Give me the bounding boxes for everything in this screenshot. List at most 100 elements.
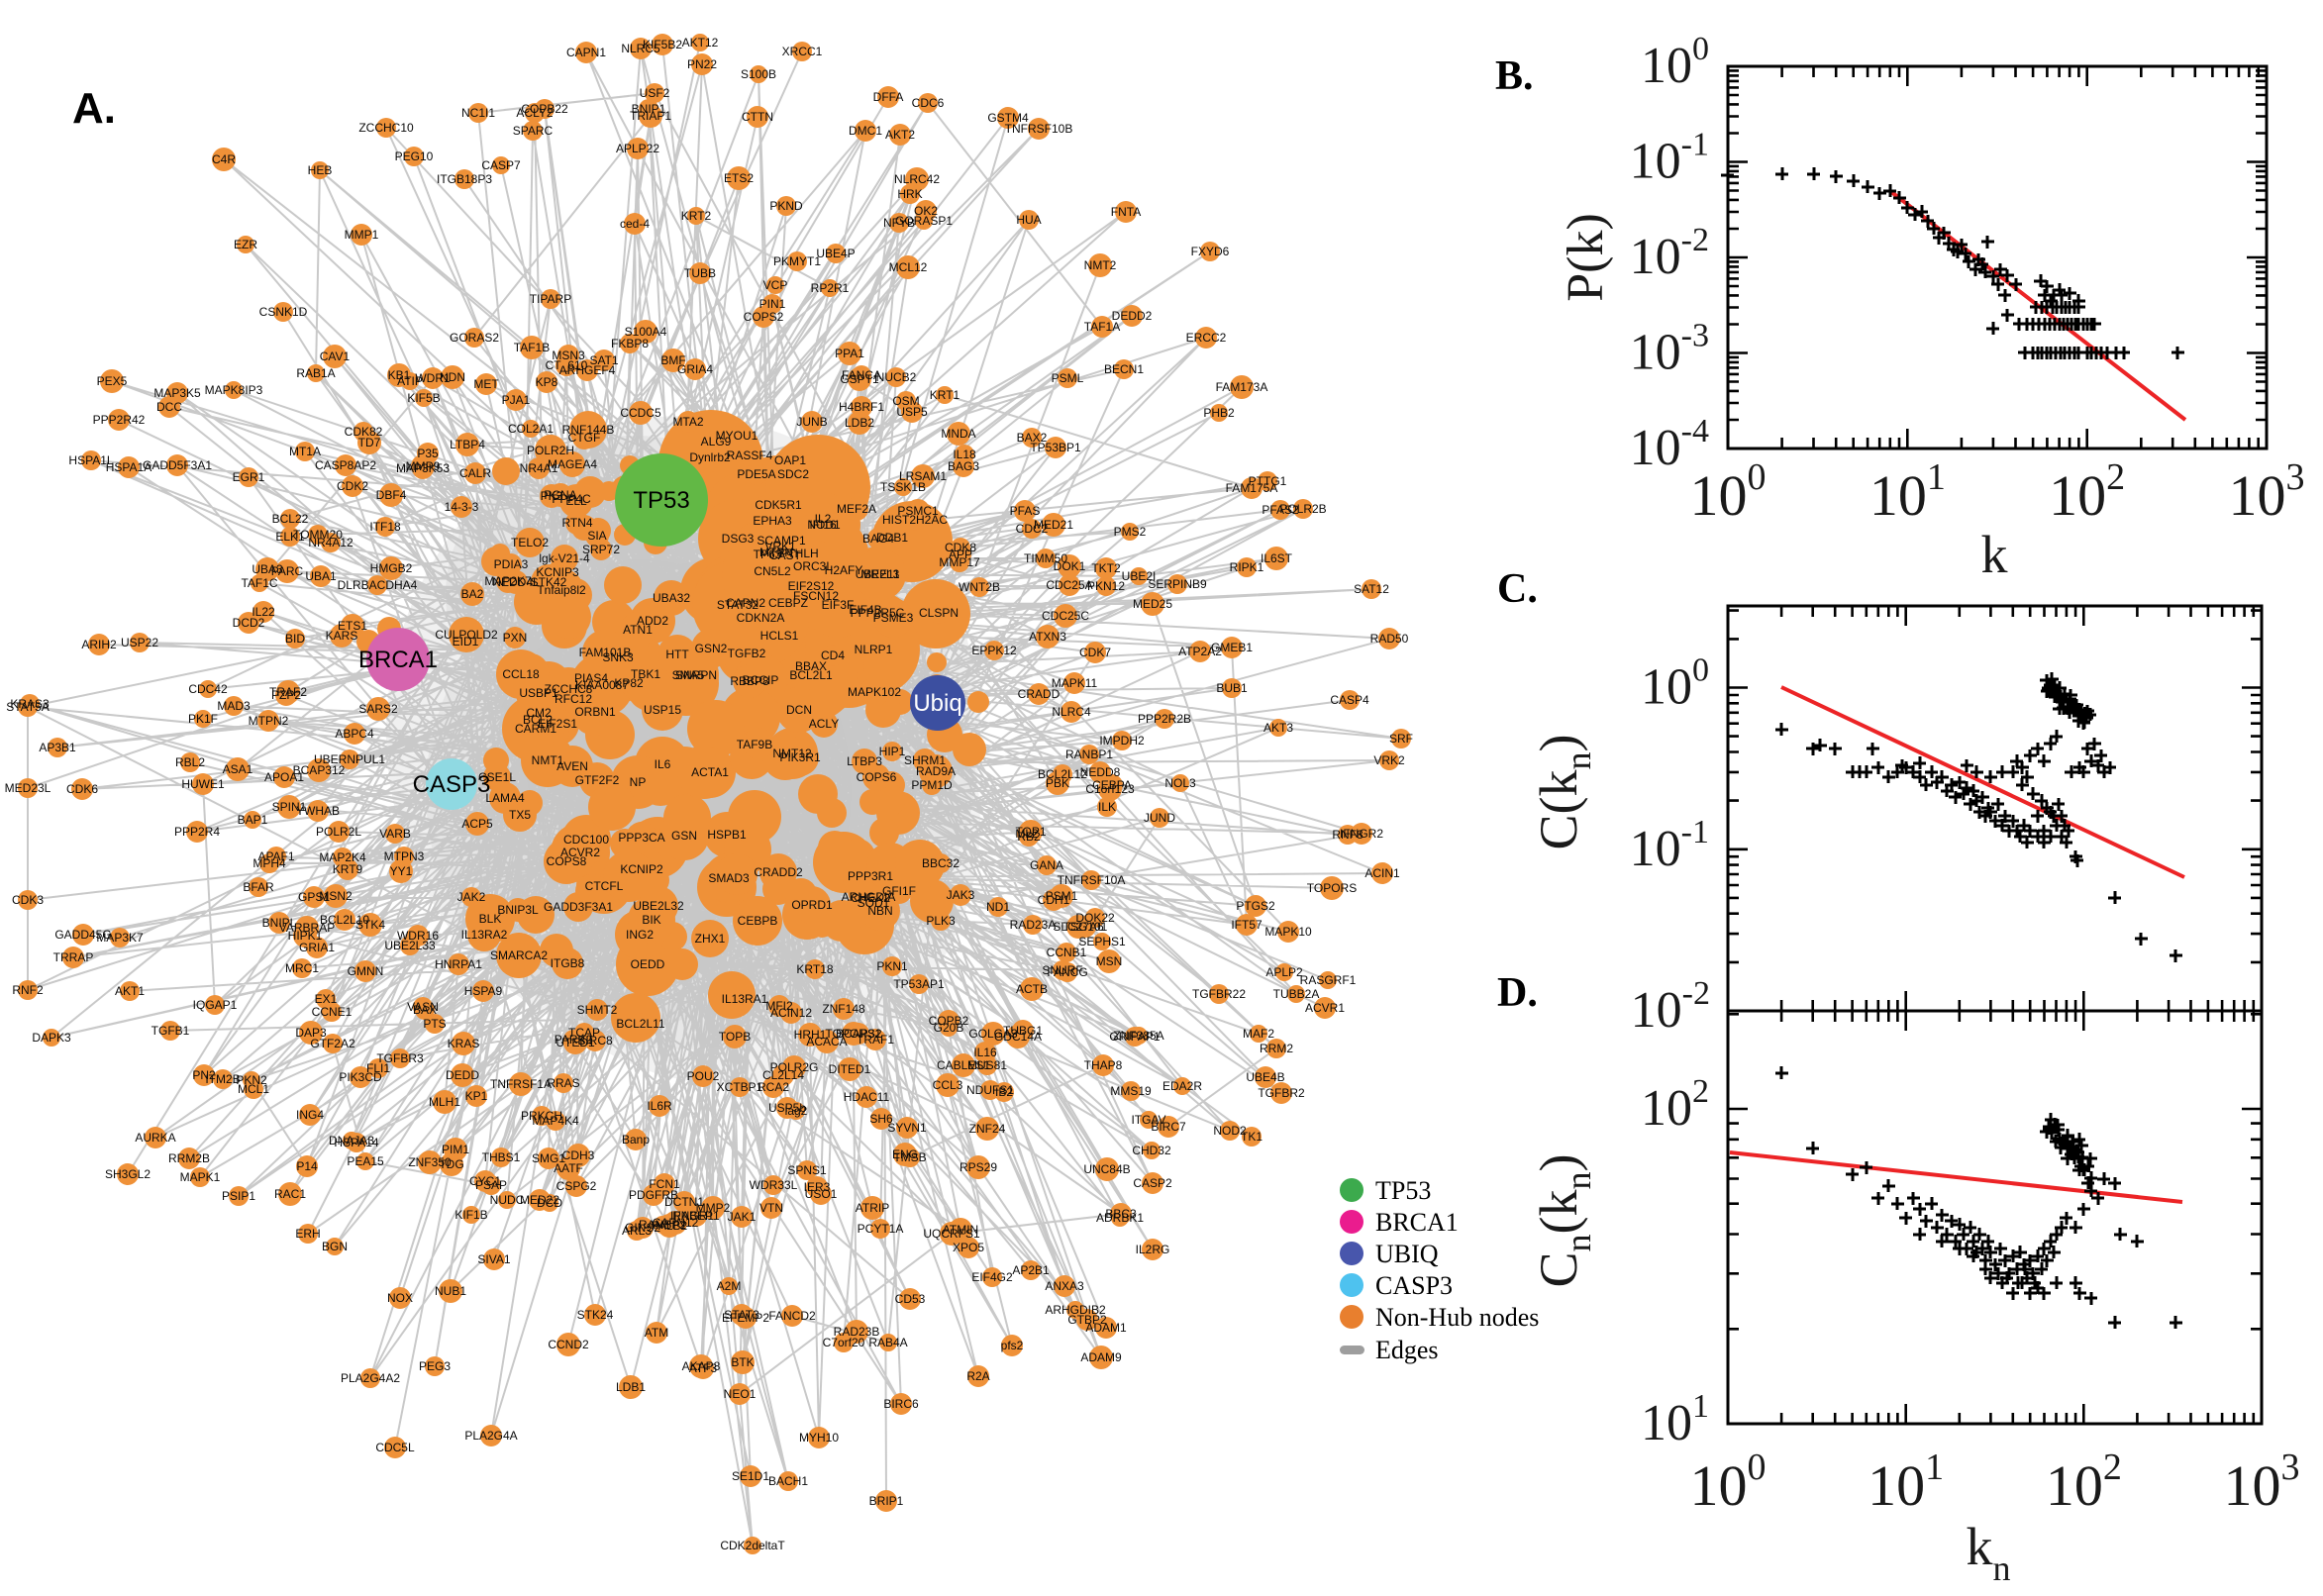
svg-text:NR4A1: NR4A1: [520, 461, 558, 475]
svg-text:GORASP1: GORASP1: [895, 214, 953, 228]
svg-text:CASP8AP2: CASP8AP2: [315, 458, 376, 472]
svg-text:MET: MET: [473, 377, 499, 391]
svg-text:ACACA: ACACA: [806, 1035, 847, 1048]
svg-text:PTTG1: PTTG1: [1249, 474, 1287, 488]
svg-text:BCL2L11: BCL2L11: [616, 1017, 664, 1031]
svg-text:CCNE1: CCNE1: [312, 1005, 353, 1019]
svg-text:UBA1: UBA1: [305, 569, 337, 583]
svg-text:ZCCHC8: ZCCHC8: [545, 682, 593, 696]
svg-text:UBE2L32: UBE2L32: [633, 899, 684, 913]
svg-text:GOLGA3: GOLGA3: [968, 1027, 1018, 1041]
svg-text:C1orf123: C1orf123: [1085, 782, 1135, 796]
svg-text:LTBP4: LTBP4: [450, 438, 485, 451]
svg-text:TUBB: TUBB: [684, 266, 716, 280]
svg-text:EIF2S1: EIF2S1: [538, 717, 577, 731]
svg-text:NUCB2: NUCB2: [876, 370, 917, 384]
svg-text:USBP1: USBP1: [519, 686, 558, 700]
svg-text:H2AFY: H2AFY: [825, 563, 863, 577]
svg-text:KIF5B2: KIF5B2: [643, 38, 682, 51]
svg-text:DAPK3: DAPK3: [32, 1031, 71, 1045]
svg-text:CTGF: CTGF: [568, 431, 601, 445]
svg-text:ARIH2: ARIH2: [81, 638, 117, 651]
svg-text:NBN: NBN: [867, 904, 892, 918]
svg-text:NMT1: NMT1: [532, 753, 564, 767]
svg-text:ABPC4: ABPC4: [335, 727, 374, 741]
svg-text:TRAF1: TRAF1: [857, 1033, 894, 1047]
svg-text:UQCRFS1: UQCRFS1: [923, 1227, 980, 1241]
svg-text:TP53: TP53: [1375, 1176, 1431, 1205]
svg-text:VTN: VTN: [759, 1201, 783, 1215]
svg-text:AURKA: AURKA: [135, 1131, 175, 1145]
svg-text:CDC42: CDC42: [188, 682, 228, 696]
svg-text:C.: C.: [1497, 566, 1538, 612]
svg-text:FAM173A: FAM173A: [1216, 380, 1268, 394]
svg-text:APLP2: APLP2: [1265, 965, 1303, 979]
svg-text:KRT1: KRT1: [930, 388, 960, 402]
svg-text:RNF144B: RNF144B: [562, 423, 615, 437]
svg-text:ATRIP: ATRIP: [856, 1201, 889, 1215]
svg-text:ADD2: ADD2: [637, 614, 668, 628]
svg-text:PLA2G4A: PLA2G4A: [464, 1429, 517, 1443]
svg-text:JUNB: JUNB: [796, 415, 827, 429]
svg-text:CABLES1: CABLES1: [937, 1058, 990, 1072]
svg-text:H4BRF1: H4BRF1: [839, 400, 884, 414]
svg-text:NEDD8: NEDD8: [1080, 765, 1121, 779]
svg-text:C4R: C4R: [212, 152, 236, 166]
svg-text:MTA2: MTA2: [672, 415, 703, 429]
svg-text:RIPK1: RIPK1: [1230, 560, 1264, 574]
svg-text:RAB1A: RAB1A: [296, 366, 335, 380]
svg-text:TP63: TP63: [754, 548, 782, 561]
svg-text:DOK1: DOK1: [1054, 559, 1086, 573]
svg-text:MAF2: MAF2: [1243, 1027, 1274, 1041]
svg-text:CDK2: CDK2: [337, 479, 368, 493]
svg-text:MED21: MED21: [1034, 518, 1073, 532]
svg-text:CRADD2: CRADD2: [754, 865, 803, 879]
svg-text:CARM1: CARM1: [515, 722, 556, 736]
svg-text:POLR2B: POLR2B: [1279, 502, 1326, 516]
svg-text:ERCC2: ERCC2: [1186, 331, 1227, 345]
svg-text:VARBRAP: VARBRAP: [279, 921, 335, 935]
svg-text:PSM1: PSM1: [1046, 889, 1078, 903]
svg-text:CDC100: CDC100: [563, 833, 609, 847]
svg-text:RANBP2: RANBP2: [639, 1218, 686, 1232]
svg-text:BBAX: BBAX: [795, 659, 827, 673]
svg-text:CM2: CM2: [526, 706, 552, 720]
svg-text:MFI2: MFI2: [765, 999, 793, 1013]
svg-text:HIST2H2AC: HIST2H2AC: [882, 513, 948, 527]
svg-text:MMP1: MMP1: [345, 228, 379, 242]
svg-text:UBA32: UBA32: [653, 591, 690, 605]
svg-text:PSME3: PSME3: [873, 611, 914, 625]
svg-text:HIP1: HIP1: [879, 745, 906, 758]
svg-text:ASA1: ASA1: [223, 762, 253, 776]
svg-text:DMC1: DMC1: [849, 124, 882, 138]
svg-text:OEDD: OEDD: [631, 957, 665, 971]
svg-text:TGFB1: TGFB1: [152, 1024, 190, 1038]
svg-text:PIK3CD: PIK3CD: [339, 1070, 382, 1084]
svg-text:PPP2R4: PPP2R4: [174, 825, 220, 839]
svg-text:TOPORS: TOPORS: [1307, 881, 1357, 895]
svg-text:RRM2: RRM2: [1260, 1042, 1293, 1055]
svg-text:PK3: PK3: [541, 489, 563, 503]
svg-text:CYC1: CYC1: [469, 1174, 501, 1188]
svg-text:PPP2R42: PPP2R42: [93, 413, 146, 427]
svg-text:HSPA14: HSPA14: [334, 1136, 378, 1149]
svg-text:NLRP1: NLRP1: [855, 643, 893, 656]
svg-text:CDC5L: CDC5L: [375, 1441, 415, 1454]
svg-text:ARL3: ARL3: [622, 1224, 652, 1238]
svg-text:AKT3: AKT3: [1263, 721, 1293, 735]
svg-text:FANCG: FANCG: [1047, 965, 1087, 979]
svg-text:MTPN3: MTPN3: [384, 849, 425, 863]
svg-text:HDAC11: HDAC11: [844, 1090, 890, 1104]
svg-text:PSIP1: PSIP1: [222, 1189, 255, 1203]
svg-text:MAPK11: MAPK11: [1052, 676, 1098, 690]
svg-text:PEA15: PEA15: [347, 1154, 384, 1168]
svg-text:IL2RG: IL2RG: [1136, 1243, 1170, 1256]
svg-text:NMT12: NMT12: [772, 747, 812, 760]
svg-text:APOA1: APOA1: [264, 770, 304, 784]
svg-text:IL6ST: IL6ST: [1261, 551, 1293, 565]
svg-text:UBA3: UBA3: [252, 562, 283, 576]
svg-text:BCAP312: BCAP312: [293, 763, 346, 777]
svg-text:UBE4P: UBE4P: [816, 247, 855, 260]
svg-text:GRIA1: GRIA1: [299, 941, 335, 954]
svg-text:TP53: TP53: [633, 487, 689, 514]
